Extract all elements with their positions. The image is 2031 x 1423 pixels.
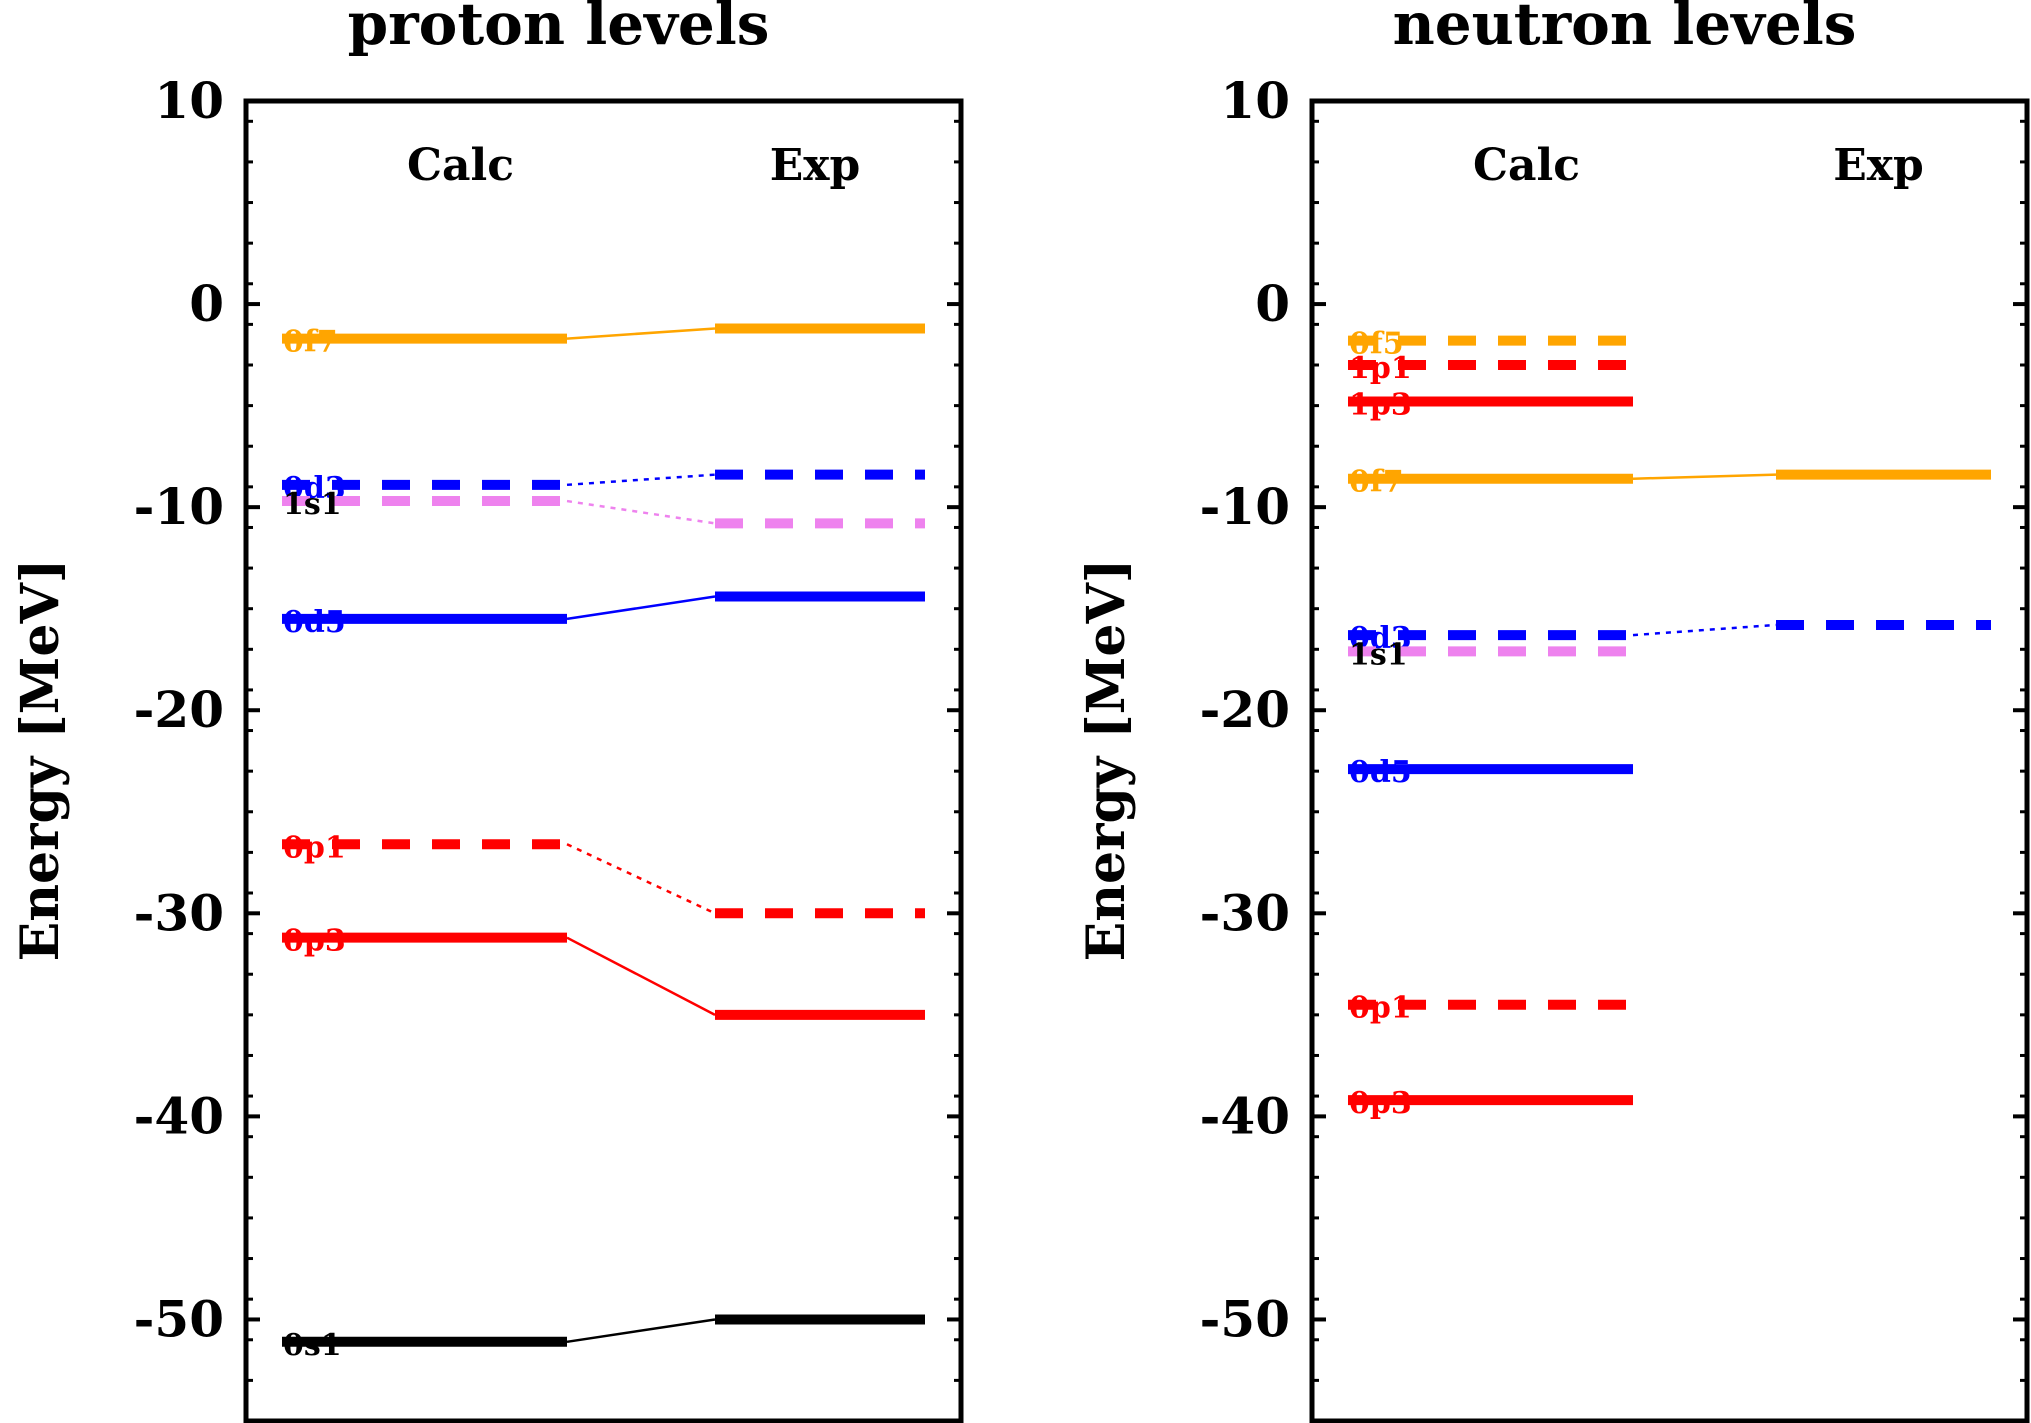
y-tick-label: -10 [1200,477,1290,536]
connector-line [566,473,716,487]
level-label: 1p3 [1349,388,1412,423]
column-header-exp: Exp [770,140,861,191]
level-1p3: 1p3 [1348,388,1633,423]
level-0p3: 0p3 [1348,1086,1633,1121]
y-tick-label: -30 [1200,883,1290,942]
level-label: 0f7 [1349,465,1404,500]
chart-title: neutron levels [1393,0,1857,58]
y-tick-label: -40 [1200,1086,1290,1145]
level-0d3: 0d3 [1348,619,1991,656]
connector-line [566,843,716,915]
y-tick-label: 10 [1220,71,1290,130]
level-0d3: 0d3 [282,469,925,506]
level-label: 0p1 [1349,991,1412,1026]
level-label: 1s1 [283,487,342,522]
level-0d5: 0d5 [282,591,925,640]
level-label: 0d5 [1349,755,1412,790]
level-label: 0f7 [283,325,338,360]
connector-line [566,595,716,621]
panel-1: neutron levels Energy [MeV] 10 0 -10 -20 -30 -4… [1076,0,2030,1423]
connector-line [1632,623,1777,637]
level-0f7: 0f7 [282,323,925,360]
y-tick-label: -50 [134,1289,224,1348]
column-header-calc: Calc [407,140,514,191]
level-0p3: 0p3 [282,924,925,1020]
level-label: 0f5 [1349,327,1404,362]
y-tick-label: 0 [1255,274,1290,333]
column-header-exp: Exp [1833,140,1924,191]
y-axis-label: Energy [MeV] [1076,559,1137,962]
connector-line [566,936,716,1016]
y-tick-label: -40 [134,1086,224,1145]
level-1s1: 1s1 [1348,637,1633,672]
plot-frame [1309,98,2030,1423]
level-label: 0s1 [283,1328,342,1363]
level-0s1: 0s1 [282,1314,925,1363]
level-label: 0p3 [283,924,346,959]
level-0d5: 0d5 [1348,755,1633,790]
connector-line [566,1318,716,1344]
level-label: 0p3 [1349,1086,1412,1121]
y-tick-label: 0 [189,274,224,333]
y-tick-label: 10 [154,71,224,130]
level-0p1: 0p1 [282,830,925,919]
connector-line [566,499,716,525]
y-tick-label: -30 [134,883,224,942]
connector-line [1632,473,1777,480]
y-tick-label: -20 [1200,680,1290,739]
plot-frame [243,98,964,1423]
panel-0: proton levels Energy [MeV] 10 0 -10 -20 -30 -40… [10,0,964,1423]
level-label: 0d5 [283,605,346,640]
level-label: 0p1 [283,830,346,865]
level-0f7: 0f7 [1348,465,1991,500]
level-1p1: 1p1 [1348,351,1633,386]
y-tick-label: -50 [1200,1289,1290,1348]
y-tick-label: -20 [134,680,224,739]
level-0f5: 0f5 [1348,327,1633,362]
level-label: 1s1 [1349,637,1408,672]
chart-title: proton levels [348,0,770,58]
level-label: 1p1 [1349,351,1412,386]
connector-line [566,327,716,340]
level-0p1: 0p1 [1348,991,1633,1026]
y-axis-label: Energy [MeV] [10,559,71,962]
y-tick-label: -10 [134,477,224,536]
level-1s1: 1s1 [282,487,925,529]
column-header-calc: Calc [1473,140,1580,191]
